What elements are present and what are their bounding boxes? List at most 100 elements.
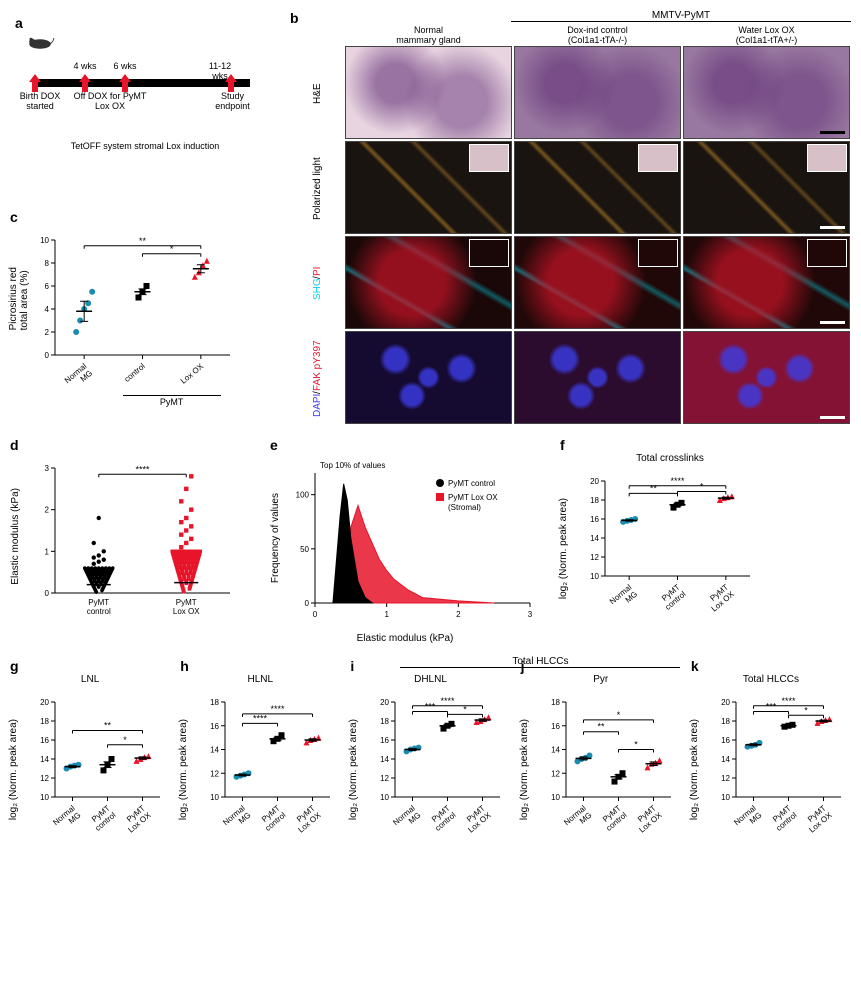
svg-text:18: 18 [381,717,390,726]
svg-text:1: 1 [384,610,389,619]
svg-text:10: 10 [590,572,599,581]
svg-text:PyMT: PyMT [176,598,197,607]
panel-title-j: Pyr [521,674,681,685]
microscopy-image [683,141,850,234]
timeline: 4 wks 6 wks 11-12 wks Birth DOX started … [15,59,275,119]
microscopy-image [345,141,512,234]
svg-text:20: 20 [721,698,730,707]
panel-title-h: HLNL [180,674,340,685]
svg-text:16: 16 [210,722,219,731]
svg-text:16: 16 [381,736,390,745]
svg-text:16: 16 [551,722,560,731]
tl-birth-label: Birth DOX started [15,91,65,111]
microscopy-image [514,331,681,424]
svg-text:PyMT: PyMT [88,598,109,607]
svg-text:2: 2 [456,610,461,619]
b-header-mmtv: MMTV-PyMT [511,10,851,22]
svg-text:10: 10 [381,793,390,802]
svg-text:control: control [87,607,111,616]
svg-text:0: 0 [313,610,318,619]
svg-text:18: 18 [721,717,730,726]
svg-text:****: **** [441,696,456,706]
svg-text:1: 1 [45,547,50,556]
b-row-label: SHG / PI [290,236,345,331]
panel-h: hHLNLlog₂ (Norm. peak area)1012141618***… [180,658,340,847]
panel-g: gLNLlog₂ (Norm. peak area)101214161820**… [10,658,170,847]
svg-text:2: 2 [45,328,50,337]
microscopy-image [514,46,681,139]
svg-text:20: 20 [590,477,599,486]
panel-label-f: f [560,437,780,453]
svg-text:***: *** [766,701,777,711]
svg-text:14: 14 [210,745,219,754]
panel-b: b MMTV-PyMT Normalmammary glandDox-ind c… [290,10,851,426]
panel-label-k: k [691,658,851,674]
panel-f-title: Total crosslinks [560,453,780,464]
panel-f: f Total crosslinks log₂ (Norm. peak area… [560,437,780,644]
svg-text:PyMT control: PyMT control [448,479,495,488]
svg-text:16: 16 [40,736,49,745]
svg-text:*: * [804,705,808,715]
svg-text:****: **** [253,713,268,723]
svg-text:3: 3 [528,610,533,619]
tl-label-6wks: 6 wks [105,61,145,71]
svg-text:18: 18 [210,698,219,707]
svg-text:6: 6 [45,282,50,291]
microscopy-image [345,331,512,424]
microscopy-image [514,236,681,329]
svg-text:****: **** [781,696,796,706]
panel-label-h: h [180,658,340,674]
tl-off-label: Off DOX for PyMT Lox OX [70,91,150,111]
panel-d: d Elastic modulus (kPa)0123****PyMTcontr… [10,437,260,644]
svg-text:18: 18 [40,717,49,726]
svg-text:2: 2 [45,505,50,514]
svg-text:100: 100 [296,490,310,499]
microscopy-image [345,46,512,139]
svg-text:PyMT Lox OX: PyMT Lox OX [448,493,498,502]
svg-text:16: 16 [721,736,730,745]
svg-text:*: * [170,244,174,254]
b-col-header: Dox-ind control(Col1a1-tTA-/-) [514,26,681,46]
microscopy-image [345,236,512,329]
svg-text:Lox OX: Lox OX [173,607,200,616]
b-col-header: Normalmammary gland [345,26,512,46]
svg-text:12: 12 [551,769,560,778]
svg-text:Top 10% of values: Top 10% of values [320,461,385,470]
svg-text:Lox OX: Lox OX [179,361,206,385]
svg-text:10: 10 [721,793,730,802]
panel-title-g: LNL [10,674,170,685]
svg-text:14: 14 [381,755,390,764]
svg-text:**: ** [104,720,112,730]
svg-text:****: **** [670,476,685,486]
b-row-label: Polarized light [290,141,345,236]
svg-text:3: 3 [45,464,50,473]
panel-label-a: a [15,15,275,31]
svg-text:10: 10 [551,793,560,802]
svg-text:****: **** [271,704,286,714]
svg-text:control: control [123,361,147,383]
svg-text:14: 14 [721,755,730,764]
svg-text:0: 0 [45,351,50,360]
tl-system-label: TetOFF system stromal Lox induction [15,141,275,151]
panel-title-i: DHLNL [350,674,510,685]
svg-text:12: 12 [721,774,730,783]
mouse-icon [25,31,55,51]
svg-text:**: ** [650,483,658,493]
b-col-header: Water Lox OX(Col1a1-tTA+/-) [683,26,850,46]
panel-label-j: j [521,658,681,674]
svg-text:8: 8 [45,259,50,268]
svg-text:**: ** [597,721,605,731]
panel-label-b: b [290,10,345,26]
svg-text:20: 20 [381,698,390,707]
panel-label-d: d [10,437,260,453]
svg-text:(Stromal): (Stromal) [448,503,481,512]
svg-text:*: * [464,704,468,714]
b-row-label: H&E [290,46,345,141]
svg-text:16: 16 [590,515,599,524]
svg-text:50: 50 [300,545,309,554]
panel-label-e: e [270,437,550,453]
svg-text:14: 14 [551,745,560,754]
panel-e: e Frequency of values0501000123Top 10% o… [270,437,550,644]
panel-label-c: c [10,209,280,225]
tl-end-label: Study endpoint [205,91,260,111]
